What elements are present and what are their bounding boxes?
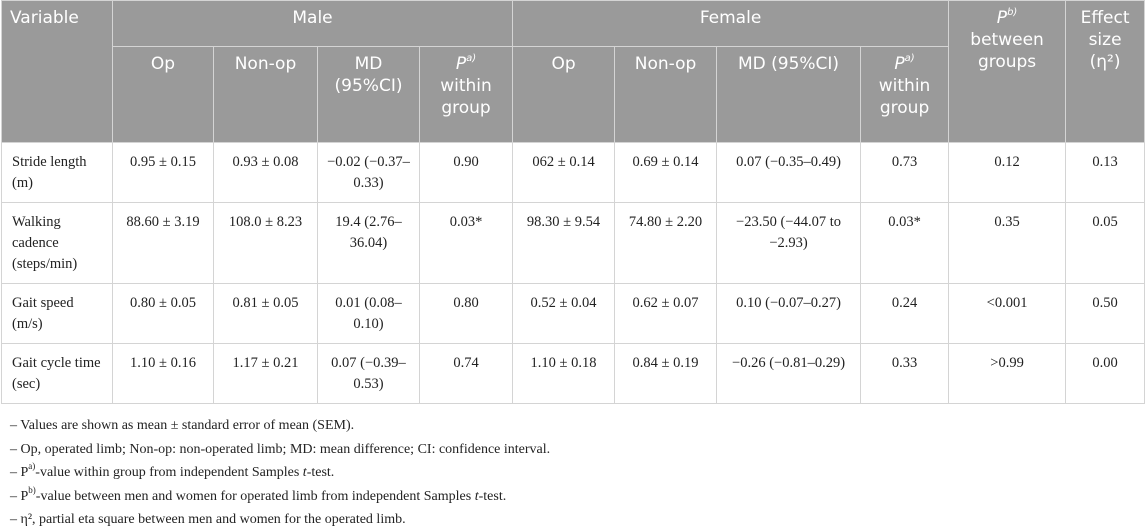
cell-male-md: 0.07 (−0.39–0.53) <box>317 343 420 404</box>
table-row: Walking cadence (steps/min) 88.60 ± 3.19… <box>1 202 1145 284</box>
results-table: Variable Male Female Pb) between groups … <box>1 0 1145 404</box>
table-row: Gait speed (m/s) 0.80 ± 0.05 0.81 ± 0.05… <box>1 283 1145 344</box>
header-variable: Variable <box>1 0 113 143</box>
header-row-2: Op Non-op MD (95%CI) Pa) within group Op… <box>2 46 1145 143</box>
cell-p-between: <0.001 <box>948 283 1067 344</box>
note-p-within: – Pa)-value within group from independen… <box>10 461 335 480</box>
cell-female-op: 98.30 ± 9.54 <box>512 202 616 284</box>
note-abbreviations: – Op, operated limb; Non-op: non-operate… <box>10 441 551 457</box>
cell-female-md: 0.10 (−0.07–0.27) <box>716 283 862 344</box>
header-male-p-within: Pa) within group <box>418 46 514 143</box>
note-eta: – η², partial eta square between men and… <box>10 512 406 527</box>
header-p-between: Pb) between groups <box>948 0 1067 143</box>
cell-male-nonop: 108.0 ± 8.23 <box>213 202 318 284</box>
cell-female-p: 0.33 <box>860 343 950 404</box>
cell-female-op: 1.10 ± 0.18 <box>512 343 616 404</box>
p-within-sup: a) <box>904 53 915 65</box>
header-male-nonop: Non-op <box>213 46 318 143</box>
table-row: Gait cycle time (sec) 1.10 ± 0.16 1.17 ±… <box>1 343 1145 404</box>
cell-male-op: 0.80 ± 0.05 <box>112 283 214 344</box>
cell-variable: Walking cadence (steps/min) <box>1 202 113 284</box>
cell-male-op: 0.95 ± 0.15 <box>112 142 214 203</box>
cell-effect-size: 0.13 <box>1065 142 1145 203</box>
cell-male-md: −0.02 (−0.37–0.33) <box>317 142 420 203</box>
cell-male-nonop: 0.93 ± 0.08 <box>213 142 318 203</box>
note-sem: – Values are shown as mean ± standard er… <box>10 418 355 433</box>
cell-male-op: 88.60 ± 3.19 <box>112 202 214 284</box>
cell-female-md: −0.26 (−0.81–0.29) <box>716 343 862 404</box>
cell-female-p: 0.24 <box>860 283 950 344</box>
p-between-sup: b) <box>1007 7 1018 19</box>
cell-p-between: 0.12 <box>948 142 1067 203</box>
p-within-label: within group <box>440 76 492 118</box>
cell-p-between: >0.99 <box>948 343 1067 404</box>
cell-male-md: 19.4 (2.76–36.04) <box>317 202 420 284</box>
header-female-op: Op <box>512 46 616 143</box>
p-between-label: between groups <box>970 30 1044 72</box>
cell-effect-size: 0.50 <box>1065 283 1145 344</box>
header-female-nonop: Non-op <box>614 46 718 143</box>
cell-variable: Gait speed (m/s) <box>1 283 113 344</box>
p-letter: P <box>455 54 467 74</box>
p-letter: P <box>996 8 1008 28</box>
cell-effect-size: 0.05 <box>1065 202 1145 284</box>
note-p-between: – Pb)-value between men and women for op… <box>10 484 507 504</box>
header-male-op: Op <box>112 46 214 143</box>
cell-female-nonop: 0.84 ± 0.19 <box>614 343 718 404</box>
header-female-md: MD (95%CI) <box>716 46 862 143</box>
cell-male-nonop: 0.81 ± 0.05 <box>213 283 318 344</box>
cell-female-nonop: 0.69 ± 0.14 <box>614 142 718 203</box>
p-letter: P <box>894 54 905 74</box>
cell-female-p: 0.03* <box>860 202 950 284</box>
cell-female-md: 0.07 (−0.35–0.49) <box>716 142 862 203</box>
cell-female-nonop: 0.62 ± 0.07 <box>614 283 718 344</box>
cell-male-p: 0.74 <box>418 343 514 404</box>
header-male-md: MD (95%CI) <box>317 46 420 143</box>
header-effect-size: Effect size (η²) <box>1065 0 1145 143</box>
cell-male-p: 0.80 <box>418 283 514 344</box>
header-male: Male <box>111 0 514 47</box>
cell-female-nonop: 74.80 ± 2.20 <box>614 202 718 284</box>
cell-variable: Gait cycle time (sec) <box>1 343 113 404</box>
p-within-label: within group <box>878 76 931 118</box>
cell-female-md: −23.50 (−44.07 to −2.93) <box>716 202 862 284</box>
cell-female-p: 0.73 <box>860 142 950 203</box>
cell-male-p: 0.90 <box>418 142 514 203</box>
header-row-1: Variable Male Female Pb) between groups … <box>1 0 1145 143</box>
table-row: Stride length (m) 0.95 ± 0.15 0.93 ± 0.0… <box>1 142 1145 203</box>
table-notes: – Values are shown as mean ± standard er… <box>0 404 1145 532</box>
header-female-p-within: Pa) within group <box>860 46 950 143</box>
cell-female-op: 0.52 ± 0.04 <box>512 283 616 344</box>
cell-p-between: 0.35 <box>948 202 1067 284</box>
p-within-sup: a) <box>466 53 477 65</box>
cell-female-op: 062 ± 0.14 <box>512 142 616 203</box>
cell-male-p: 0.03* <box>418 202 514 284</box>
cell-effect-size: 0.00 <box>1065 343 1145 404</box>
header-female: Female <box>512 0 950 47</box>
cell-variable: Stride length (m) <box>1 142 113 203</box>
cell-male-nonop: 1.17 ± 0.21 <box>213 343 318 404</box>
cell-male-md: 0.01 (0.08–0.10) <box>317 283 420 344</box>
cell-male-op: 1.10 ± 0.16 <box>112 343 214 404</box>
